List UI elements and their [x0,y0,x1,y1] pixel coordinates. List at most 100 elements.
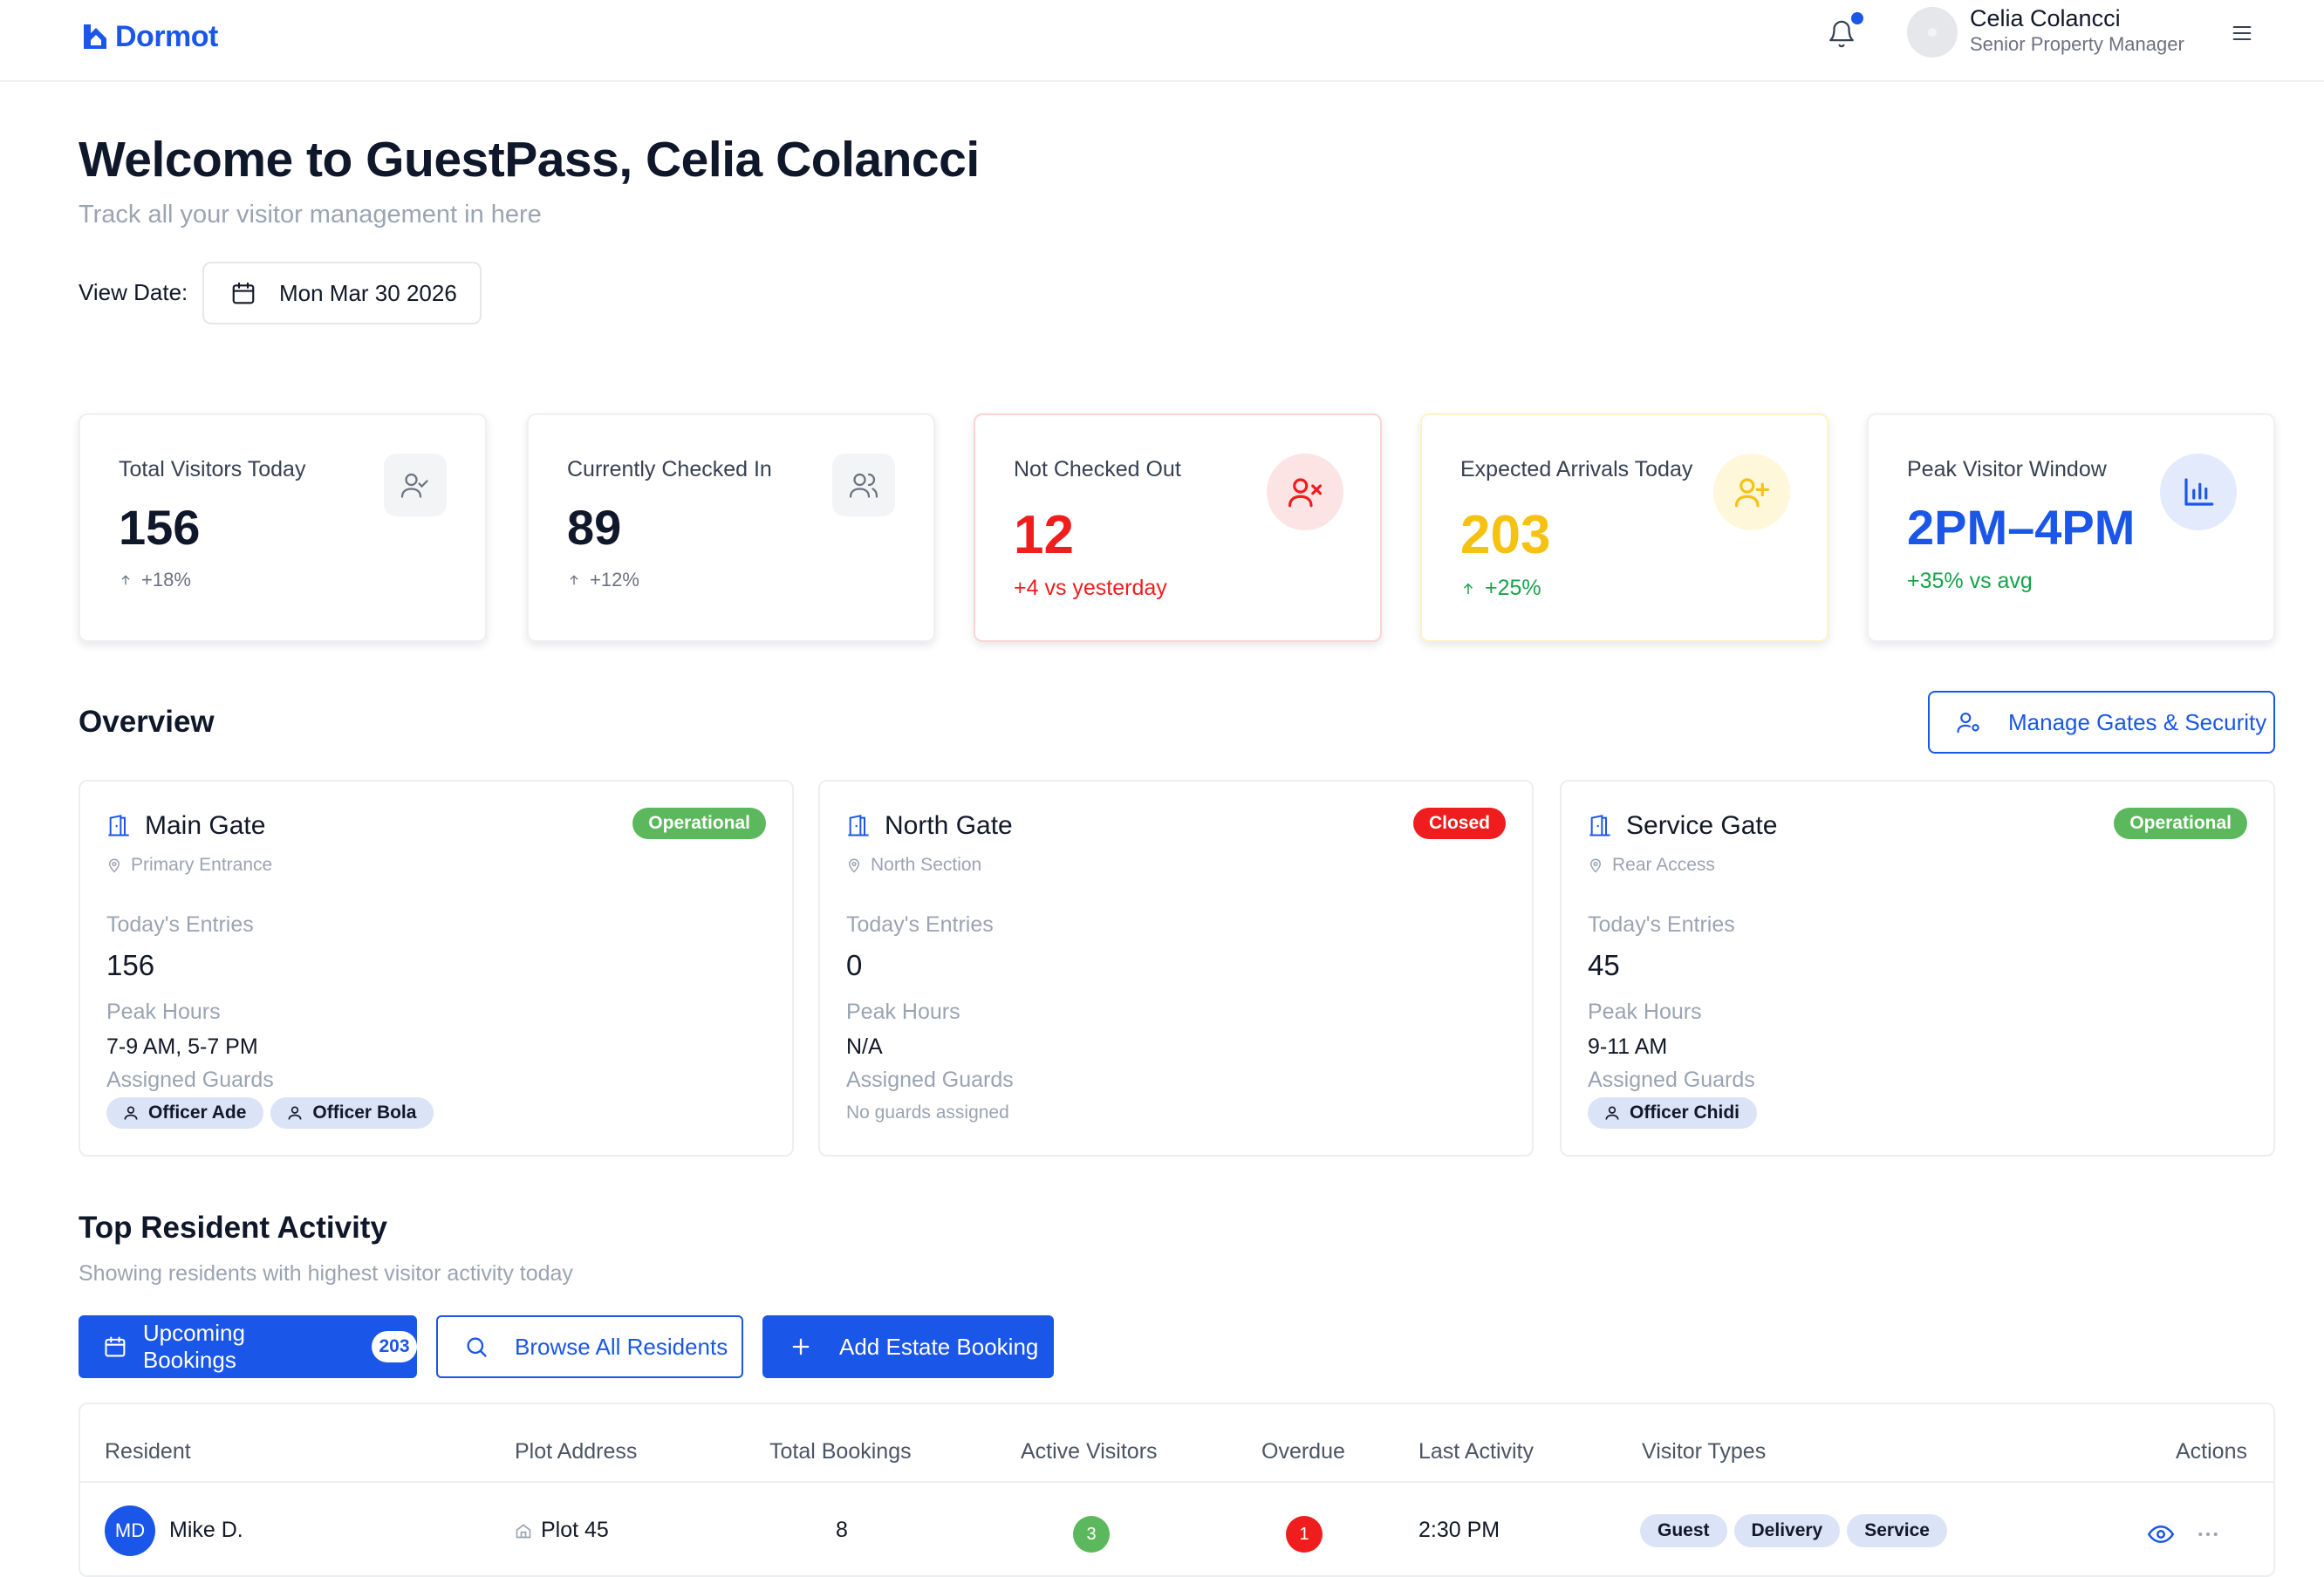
stat-trend-value: +25% [1485,576,1541,600]
entries-label: Today's Entries [1588,912,1735,937]
peak-hours-value: N/A [846,1034,883,1059]
user-x-icon [1288,478,1323,508]
guard-chip[interactable]: Officer Bola [270,1097,434,1129]
arrow-up-icon [570,575,578,585]
page-subtitle: Track all your visitor management in her… [79,201,542,229]
gate-icon [1589,815,1610,836]
overdue-badge: 1 [1286,1516,1323,1553]
header-divider [80,1481,2273,1483]
map-pin-icon [108,858,120,873]
stat-card-expected-arrivals[interactable]: Expected Arrivals Today 203 +25% [1420,413,1828,642]
stat-trend-value: +4 vs yesterday [1014,576,1167,600]
upcoming-bookings-button[interactable]: Upcoming Bookings 203 [79,1315,417,1378]
gate-name: North Gate [885,811,1013,840]
user-check-icon [400,473,428,498]
column-header-resident[interactable]: Resident [105,1439,191,1464]
user-name: Celia Colancci [1970,5,2121,31]
hamburger-icon[interactable] [2230,21,2254,45]
gate-location: North Section [846,855,981,876]
gate-name: Main Gate [145,811,266,840]
view-eye-icon[interactable] [2148,1521,2174,1547]
arrow-up-icon [1463,583,1473,594]
stat-card-peak-window[interactable]: Peak Visitor Window 2PM–4PM +35% vs avg [1867,413,2275,642]
gate-location-text: Rear Access [1612,855,1715,875]
guard-name: Officer Bola [312,1103,417,1123]
stat-trend-value: +35% vs avg [1907,569,2033,593]
manage-gates-button[interactable]: Manage Gates & Security [1928,691,2275,754]
user-plus-icon [1734,478,1769,508]
dormot-logo-icon [84,24,106,49]
arrow-up-icon [121,575,130,585]
stat-value: 2PM–4PM [1907,500,2136,555]
guard-chip[interactable]: Officer Chidi [1588,1097,1758,1129]
visitor-type-chip: Guest [1640,1514,1727,1547]
stat-value: 12 [1014,505,1074,565]
view-date-label: View Date: [79,279,188,305]
date-picker-button[interactable]: Mon Mar 30 2026 [202,262,482,324]
resident-name[interactable]: Mike D. [169,1518,243,1542]
gate-card-north[interactable]: North Gate Closed North Section Today's … [818,780,1534,1157]
add-booking-button[interactable]: Add Estate Booking [762,1315,1054,1378]
plot-address: Plot 45 [515,1518,609,1543]
brand-logo[interactable]: Dormot [80,19,218,54]
bar-chart-icon [2184,478,2214,506]
assigned-guards-label: Assigned Guards [1588,1068,1755,1092]
overview-heading: Overview [79,705,215,739]
gate-status-badge: Operational [2114,808,2247,839]
upcoming-bookings-label: Upcoming Bookings [142,1320,245,1373]
entries-value: 0 [846,949,863,981]
more-options-icon[interactable] [2195,1521,2221,1547]
user-icon [124,1106,138,1120]
gate-status-badge: Closed [1412,808,1506,839]
manage-gates-label: Manage Gates & Security [2008,708,2267,735]
gate-name: Service Gate [1626,811,1778,840]
stat-label: Currently Checked In [567,457,772,481]
column-header-last-activity[interactable]: Last Activity [1418,1439,1534,1464]
column-header-overdue[interactable]: Overdue [1261,1439,1345,1464]
guard-name: Officer Ade [148,1103,247,1123]
gate-status-badge: Operational [632,808,766,839]
stat-label: Not Checked Out [1014,457,1181,481]
users-icon [849,473,878,498]
peak-hours-label: Peak Hours [846,1000,960,1024]
user-icon [288,1106,302,1120]
column-header-total-bookings[interactable]: Total Bookings [769,1439,912,1464]
column-header-actions: Actions [2176,1439,2247,1464]
gate-card-main[interactable]: Main Gate Operational Primary Entrance T… [79,780,794,1157]
stat-icon-wrapper [384,454,447,516]
stat-card-total-visitors[interactable]: Total Visitors Today 156 +18% [79,413,487,642]
map-pin-icon [848,858,860,873]
page-title: Welcome to GuestPass, Celia Colancci [79,132,980,188]
peak-hours-label: Peak Hours [1588,1000,1702,1024]
total-bookings-value: 8 [836,1518,848,1542]
upcoming-count-badge: 203 [372,1331,417,1362]
resident-table: Resident Plot Address Total Bookings Act… [79,1403,2275,1577]
stat-card-checked-in[interactable]: Currently Checked In 89 +12% [527,413,935,642]
notification-button[interactable] [1827,12,1863,51]
gate-location-text: North Section [871,855,982,875]
stat-value: 203 [1460,505,1551,565]
browse-residents-button[interactable]: Browse All Residents [436,1315,743,1378]
guard-chip[interactable]: Officer Ade [106,1097,264,1129]
column-header-active-visitors[interactable]: Active Visitors [1021,1439,1158,1464]
column-header-plot[interactable]: Plot Address [515,1439,638,1464]
stat-card-not-checked-out[interactable]: Not Checked Out 12 +4 vs yesterday [974,413,1382,642]
home-icon [516,1523,531,1538]
map-pin-icon [1589,858,1602,873]
peak-hours-label: Peak Hours [106,1000,221,1024]
plus-icon [792,1338,810,1355]
peak-hours-value: 7-9 AM, 5-7 PM [106,1034,258,1059]
gate-card-service[interactable]: Service Gate Operational Rear Access Tod… [1560,780,2275,1157]
user-avatar[interactable] [1907,7,1958,58]
guard-name: Officer Chidi [1630,1103,1740,1123]
user-role: Senior Property Manager [1970,33,2184,55]
guard-list: Officer Ade Officer Bola [106,1097,434,1129]
browse-residents-label: Browse All Residents [515,1333,728,1360]
entries-value: 45 [1588,949,1620,981]
column-header-visitor-types[interactable]: Visitor Types [1642,1439,1767,1464]
stat-trend: +18% [119,569,191,591]
stat-value: 89 [567,500,622,555]
peak-hours-value: 9-11 AM [1588,1034,1668,1059]
stat-trend-value: +12% [590,569,639,591]
brand-name: Dormot [115,19,218,53]
